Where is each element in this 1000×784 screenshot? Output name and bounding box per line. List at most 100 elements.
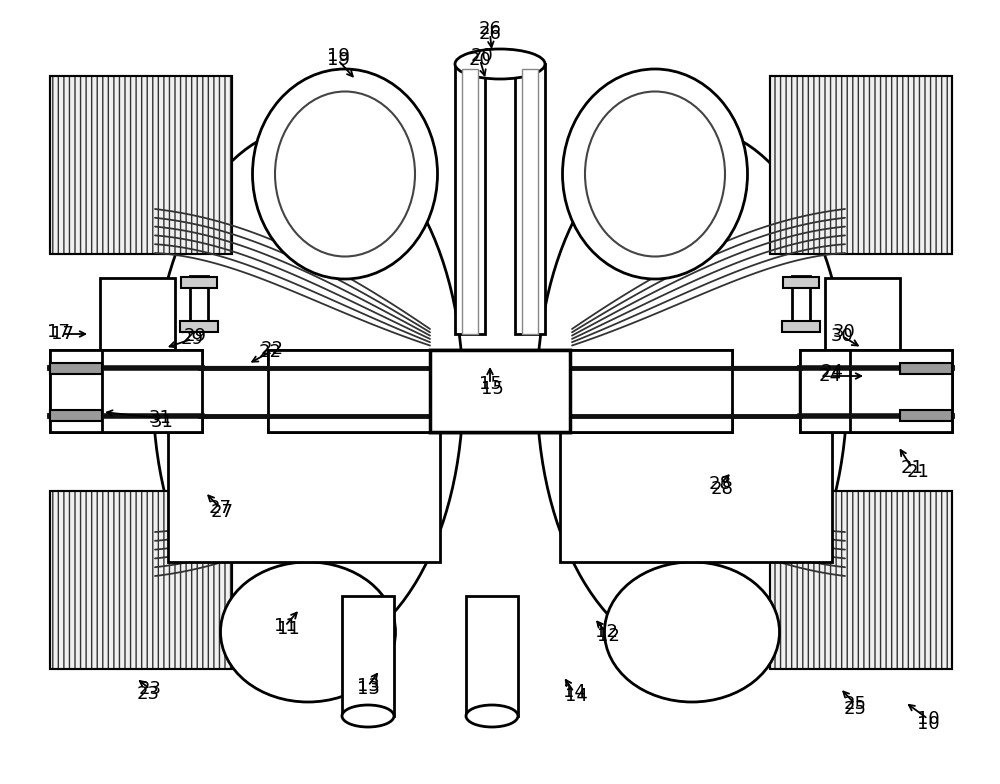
Bar — [100, 350, 202, 432]
Text: 13: 13 — [357, 680, 379, 698]
Bar — [792, 276, 810, 328]
Text: 30: 30 — [833, 323, 855, 341]
Text: 11: 11 — [274, 617, 296, 635]
Bar — [268, 350, 430, 432]
Text: 15: 15 — [481, 380, 503, 398]
Bar — [770, 76, 952, 254]
Bar — [50, 410, 102, 418]
Bar — [900, 410, 952, 418]
Text: 26: 26 — [479, 20, 501, 38]
Ellipse shape — [342, 705, 394, 727]
Bar — [462, 69, 478, 334]
Text: 19: 19 — [327, 51, 349, 69]
Bar — [800, 371, 952, 409]
Text: 20: 20 — [469, 51, 491, 69]
Text: 29: 29 — [180, 330, 204, 348]
Text: 25: 25 — [844, 700, 866, 718]
Text: 11: 11 — [277, 620, 299, 638]
Bar — [50, 491, 232, 669]
Text: 26: 26 — [479, 25, 501, 43]
Bar — [560, 407, 832, 562]
Text: 27: 27 — [208, 499, 232, 517]
Ellipse shape — [466, 705, 518, 727]
Text: 22: 22 — [258, 343, 282, 361]
Bar — [430, 350, 570, 432]
Text: 21: 21 — [907, 463, 929, 481]
Bar — [900, 363, 952, 371]
Text: 21: 21 — [901, 459, 923, 477]
Bar — [850, 350, 952, 432]
Ellipse shape — [275, 92, 415, 256]
Bar — [50, 491, 232, 669]
Ellipse shape — [220, 562, 396, 702]
Bar — [515, 64, 545, 334]
Text: 13: 13 — [357, 677, 379, 695]
Text: 23: 23 — [138, 680, 162, 698]
Bar — [50, 363, 102, 374]
Ellipse shape — [252, 69, 438, 279]
Text: 31: 31 — [149, 409, 171, 427]
Text: 15: 15 — [479, 375, 501, 393]
Text: 17: 17 — [51, 325, 73, 343]
Bar — [570, 350, 732, 432]
Bar — [900, 410, 952, 421]
Bar — [782, 321, 820, 332]
Bar — [180, 321, 218, 332]
Text: 23: 23 — [136, 685, 160, 703]
Bar — [168, 407, 440, 562]
Text: 27: 27 — [210, 503, 234, 521]
Bar — [850, 350, 952, 432]
Bar — [268, 350, 430, 432]
Bar — [200, 368, 800, 416]
Bar — [570, 350, 732, 432]
Bar — [825, 278, 900, 350]
Text: 31: 31 — [151, 413, 173, 431]
Bar — [50, 410, 102, 421]
Text: 17: 17 — [47, 323, 69, 341]
Bar — [783, 277, 819, 288]
Text: 28: 28 — [711, 480, 733, 498]
Bar — [50, 410, 102, 421]
Ellipse shape — [604, 562, 780, 702]
Text: 24: 24 — [818, 367, 842, 385]
Bar — [455, 64, 485, 334]
Bar — [50, 350, 102, 432]
Text: 30: 30 — [831, 327, 853, 345]
Text: 22: 22 — [260, 340, 284, 358]
Text: 10: 10 — [917, 710, 939, 728]
Ellipse shape — [537, 127, 847, 657]
Bar — [50, 363, 102, 374]
Bar — [100, 278, 175, 350]
Ellipse shape — [585, 92, 725, 256]
Bar — [342, 596, 394, 716]
Text: 12: 12 — [597, 627, 619, 645]
Bar — [900, 363, 952, 374]
Text: 29: 29 — [184, 327, 207, 345]
Text: 12: 12 — [595, 623, 617, 641]
Ellipse shape — [153, 127, 463, 657]
Text: 10: 10 — [917, 715, 939, 733]
Bar — [466, 596, 518, 716]
Text: 14: 14 — [565, 687, 587, 705]
Bar — [900, 363, 952, 374]
Ellipse shape — [455, 49, 545, 79]
Text: 19: 19 — [327, 47, 349, 65]
Bar — [190, 276, 208, 328]
Ellipse shape — [562, 69, 748, 279]
Bar — [522, 69, 538, 334]
Text: 14: 14 — [563, 683, 585, 701]
Bar — [50, 363, 102, 371]
Text: 25: 25 — [844, 695, 866, 713]
Bar — [770, 491, 952, 669]
Bar — [200, 368, 800, 416]
Bar — [430, 350, 570, 432]
Text: 20: 20 — [471, 47, 493, 65]
Bar — [181, 277, 217, 288]
Bar — [800, 350, 902, 432]
Text: 24: 24 — [820, 363, 844, 381]
Bar — [50, 350, 102, 432]
Text: 28: 28 — [709, 475, 731, 493]
Bar — [50, 76, 232, 254]
Bar — [50, 76, 232, 254]
Bar — [900, 410, 952, 421]
